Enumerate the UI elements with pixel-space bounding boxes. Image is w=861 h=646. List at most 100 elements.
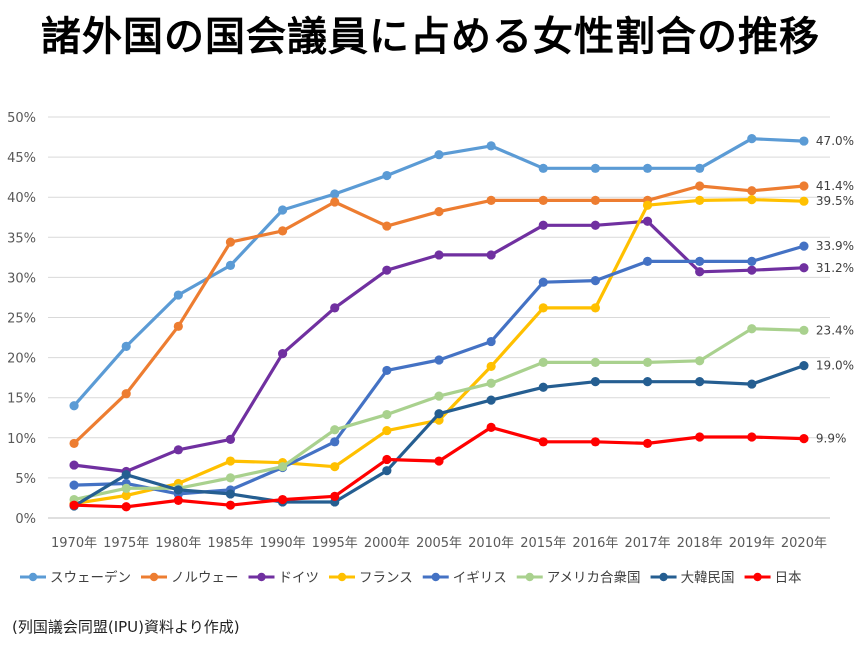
y-tick-label: 50% — [7, 111, 36, 126]
data-point — [799, 181, 809, 191]
data-point — [590, 220, 601, 230]
data-point — [695, 195, 705, 206]
x-tick-label: 2019年 — [729, 536, 775, 551]
legend-label: イギリス — [453, 570, 507, 586]
series-lines — [69, 134, 809, 512]
series-0 — [69, 134, 809, 411]
series-line — [72, 364, 806, 508]
data-point — [69, 401, 79, 411]
data-point — [590, 276, 601, 286]
data-point — [538, 437, 548, 447]
data-point — [225, 434, 236, 445]
legend-swatch-marker — [659, 572, 668, 582]
x-tick-label: 2015年 — [520, 536, 566, 551]
y-tick-label: 20% — [7, 352, 36, 367]
legend-label: 日本 — [775, 570, 803, 586]
legend-entry: フランス — [329, 570, 413, 586]
y-tick-label: 15% — [7, 392, 36, 407]
data-point — [747, 195, 757, 205]
legend-label: フランス — [359, 570, 413, 586]
x-tick-label: 1980年 — [155, 536, 201, 551]
data-point — [382, 454, 392, 465]
data-point — [747, 324, 757, 334]
data-point — [538, 303, 548, 313]
x-tick-label: 1975年 — [103, 536, 149, 551]
data-point — [69, 460, 79, 470]
y-tick-label: 45% — [7, 151, 36, 166]
data-point — [382, 466, 392, 476]
x-tick-label: 2016年 — [572, 536, 618, 551]
data-point — [642, 256, 653, 266]
x-tick-label: 2017年 — [624, 536, 670, 551]
data-point — [642, 216, 653, 226]
y-tick-label: 5% — [15, 472, 36, 487]
y-tick-label: 10% — [7, 432, 36, 447]
data-point — [330, 491, 340, 501]
data-point — [382, 409, 392, 420]
data-point — [642, 377, 653, 387]
data-point — [225, 260, 236, 270]
data-point — [747, 379, 757, 389]
x-tick-label: 2018年 — [677, 536, 723, 551]
data-point — [434, 150, 444, 160]
y-tick-label: 0% — [15, 512, 36, 527]
data-point — [173, 290, 183, 300]
series-line — [72, 184, 806, 445]
data-point — [642, 163, 653, 173]
data-point — [642, 438, 653, 449]
data-point — [225, 237, 236, 247]
x-tick-label: 1990年 — [260, 536, 306, 551]
data-point — [695, 163, 705, 173]
data-point — [747, 432, 757, 442]
data-point — [538, 382, 548, 392]
data-point — [538, 195, 548, 206]
x-tick-label: 2000年 — [364, 536, 410, 551]
data-point — [69, 500, 79, 510]
data-point — [799, 136, 809, 146]
data-point — [486, 195, 496, 206]
data-point — [382, 365, 392, 376]
data-point — [747, 265, 757, 275]
data-point — [382, 265, 392, 275]
series-5 — [69, 324, 809, 505]
legend-label: ノルウェー — [171, 570, 239, 586]
data-point — [330, 303, 340, 313]
data-point — [121, 502, 131, 512]
data-point — [278, 226, 288, 236]
data-point — [799, 434, 809, 444]
legend-entry: ノルウェー — [141, 570, 239, 586]
legend-swatch-marker — [431, 572, 440, 582]
data-point — [799, 263, 809, 273]
legend-swatch-marker — [149, 572, 159, 582]
data-point — [225, 489, 236, 499]
legend-swatch-marker — [337, 572, 347, 582]
legend-label: スウェーデン — [50, 569, 131, 586]
data-point — [434, 391, 444, 401]
data-point — [382, 221, 392, 231]
data-point — [225, 473, 236, 483]
data-point — [173, 495, 183, 505]
legend: スウェーデン ノルウェー ドイツ フランス イギリス アメリカ合衆国 大韓民国 日本 — [20, 569, 802, 586]
data-point — [590, 163, 601, 173]
data-point — [330, 462, 340, 472]
data-point — [695, 256, 705, 266]
data-point — [225, 500, 236, 510]
data-point — [434, 355, 444, 365]
data-point — [382, 425, 392, 436]
legend-entry: 大韓民国 — [650, 570, 735, 586]
data-point — [538, 220, 548, 230]
series-1 — [69, 181, 809, 449]
data-point — [538, 277, 548, 287]
data-point — [278, 494, 288, 505]
data-point — [121, 490, 131, 501]
series-line — [72, 137, 806, 408]
data-point — [434, 207, 444, 217]
data-point — [695, 356, 705, 366]
y-axis: 0% 5% 10% 15% 20% 25% 30% 35% 40% 45% 50% — [7, 111, 36, 527]
data-point — [799, 241, 809, 251]
data-point — [590, 303, 601, 313]
series-2 — [69, 216, 809, 477]
y-tick-label: 35% — [7, 231, 36, 246]
data-point — [278, 462, 288, 472]
